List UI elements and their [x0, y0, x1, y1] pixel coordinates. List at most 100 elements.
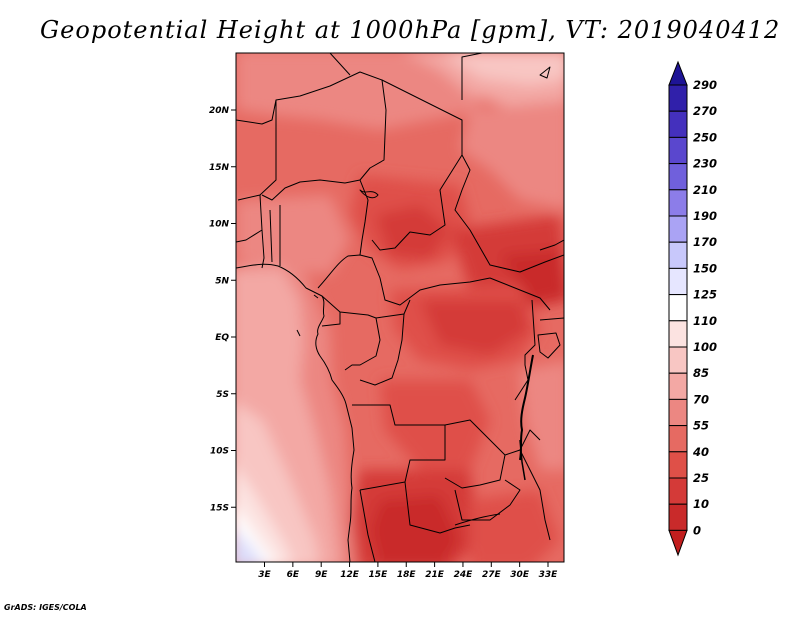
border-zambia	[444, 419, 506, 489]
lake-kariba	[454, 513, 501, 526]
lon-tick-label: 12E	[340, 570, 360, 580]
colorbar-below-triangle	[668, 529, 688, 557]
lat-tick-label: 5S	[216, 390, 229, 400]
border-gabon-congo	[321, 295, 381, 371]
colorbar-above-triangle	[668, 60, 688, 86]
colorbar-label: 170	[693, 235, 717, 249]
lon-tick-label: 18E	[397, 570, 417, 580]
border-niger-nigeria	[261, 179, 369, 256]
colorbar-bin	[668, 346, 688, 374]
colorbar-label: 250	[693, 130, 717, 144]
colorbar-label: 25	[693, 471, 709, 485]
border-burkina-ghana	[236, 194, 263, 243]
height-field	[236, 53, 564, 562]
colorbar-label: 55	[693, 419, 709, 433]
lon-tick-label: 6E	[287, 570, 300, 580]
lon-tick-label: 24E	[454, 570, 474, 580]
field-mozambique-40	[470, 490, 560, 562]
border-eq-guinea	[321, 312, 341, 327]
colorbar-bin	[668, 477, 688, 505]
colorbar-label: 210	[693, 183, 717, 197]
colorbar-bin	[668, 241, 688, 269]
latitude-axis: 20N 15N 10N 5N EQ 5S 10S 15S	[209, 106, 236, 513]
colorbar-label: 70	[693, 392, 709, 406]
border-mali-niger	[236, 71, 387, 181]
border-namibia	[359, 489, 376, 562]
field-kalahari-10	[370, 495, 460, 562]
border-kenya	[539, 317, 564, 321]
field-congo-25	[420, 300, 530, 355]
longitude-axis: 3E 6E 9E 12E 15E 18E 21E 24E 27E 30E 33E	[258, 562, 558, 580]
island-sao-tome	[296, 329, 301, 337]
colorbar-bin	[668, 425, 688, 453]
lat-tick-label: 5N	[215, 276, 229, 286]
border-togo-benin	[269, 209, 273, 263]
lon-tick-label: 27E	[482, 570, 502, 580]
map-title: Geopotential Height at 1000hPa [gpm], VT…	[40, 16, 781, 44]
border-mauritania-mali	[237, 100, 277, 201]
border-zimbabwe	[454, 479, 521, 521]
border-chad-east	[371, 79, 463, 251]
border-drc-east	[514, 299, 536, 401]
colorbar-bin	[668, 215, 688, 243]
colorbar-bin	[668, 320, 688, 348]
lon-tick-label: 21E	[425, 570, 445, 580]
colorbar-bin	[668, 189, 688, 217]
nile-delta	[539, 66, 551, 79]
colorbar-label: 85	[693, 366, 709, 380]
lat-tick-label: 20N	[209, 106, 230, 116]
border-sudan	[454, 154, 564, 273]
lon-tick-label: 15E	[369, 570, 389, 580]
lon-tick-label: 3E	[258, 570, 271, 580]
border-drc-south-sudan	[489, 277, 551, 311]
west-coastline	[236, 263, 355, 562]
lon-tick-label: 30E	[510, 570, 530, 580]
field-northeast-100	[444, 53, 564, 85]
colorbar-bin	[668, 110, 688, 138]
colorbar-bin	[668, 398, 688, 427]
lon-tick-label: 33E	[539, 570, 559, 580]
border-ethiopia	[539, 239, 564, 251]
colorbar-bin	[668, 503, 688, 531]
colorbar-label: 125	[693, 288, 717, 302]
border-algeria	[329, 53, 351, 76]
field-west-africa-70	[236, 195, 350, 275]
colorbar-label: 150	[693, 261, 717, 275]
lake-victoria	[537, 332, 561, 359]
colorbar-bin	[668, 136, 688, 165]
colorbar-bin	[668, 84, 688, 112]
border-cameroon-car	[317, 254, 491, 306]
lat-tick-label: EQ	[215, 333, 229, 343]
colorbar-bin	[668, 267, 688, 296]
border-libya-egypt	[461, 53, 483, 100]
colorbar-label: 40	[692, 445, 709, 459]
colorbar: 290 270 250 230 210 190 170 150 125 110 100 85 70 55 4…	[668, 60, 717, 557]
colorbar-label: 110	[693, 314, 717, 328]
colorbar-label: 230	[693, 157, 717, 171]
border-angola	[352, 404, 446, 491]
colorbar-label: 10	[693, 497, 709, 511]
colorbar-label: 100	[693, 340, 717, 354]
colorbar-label: 290	[693, 78, 717, 92]
border-congo-drc	[359, 313, 405, 386]
grads-credit: GrADS: IGES/COLA	[4, 603, 87, 612]
lon-tick-label: 9E	[315, 570, 328, 580]
border-mozambique	[519, 449, 551, 541]
lat-tick-label: 10N	[209, 220, 230, 230]
colorbar-bin	[668, 372, 688, 400]
lat-tick-label: 10S	[210, 447, 229, 457]
country-borders	[236, 53, 564, 562]
island-bioko	[313, 294, 319, 299]
lat-tick-label: 15N	[209, 163, 230, 173]
plot-frame	[235, 52, 565, 563]
field-atlantic-170	[236, 531, 263, 562]
border-ghana-togo	[261, 229, 265, 269]
border-malawi	[504, 429, 541, 456]
border-namibia-botswana	[404, 481, 471, 534]
colorbar-label: 190	[693, 209, 717, 223]
lat-tick-label: 15S	[210, 503, 229, 513]
colorbar-bin	[668, 163, 688, 191]
field-sudan-10	[500, 250, 564, 305]
colorbar-label: 270	[693, 104, 717, 118]
